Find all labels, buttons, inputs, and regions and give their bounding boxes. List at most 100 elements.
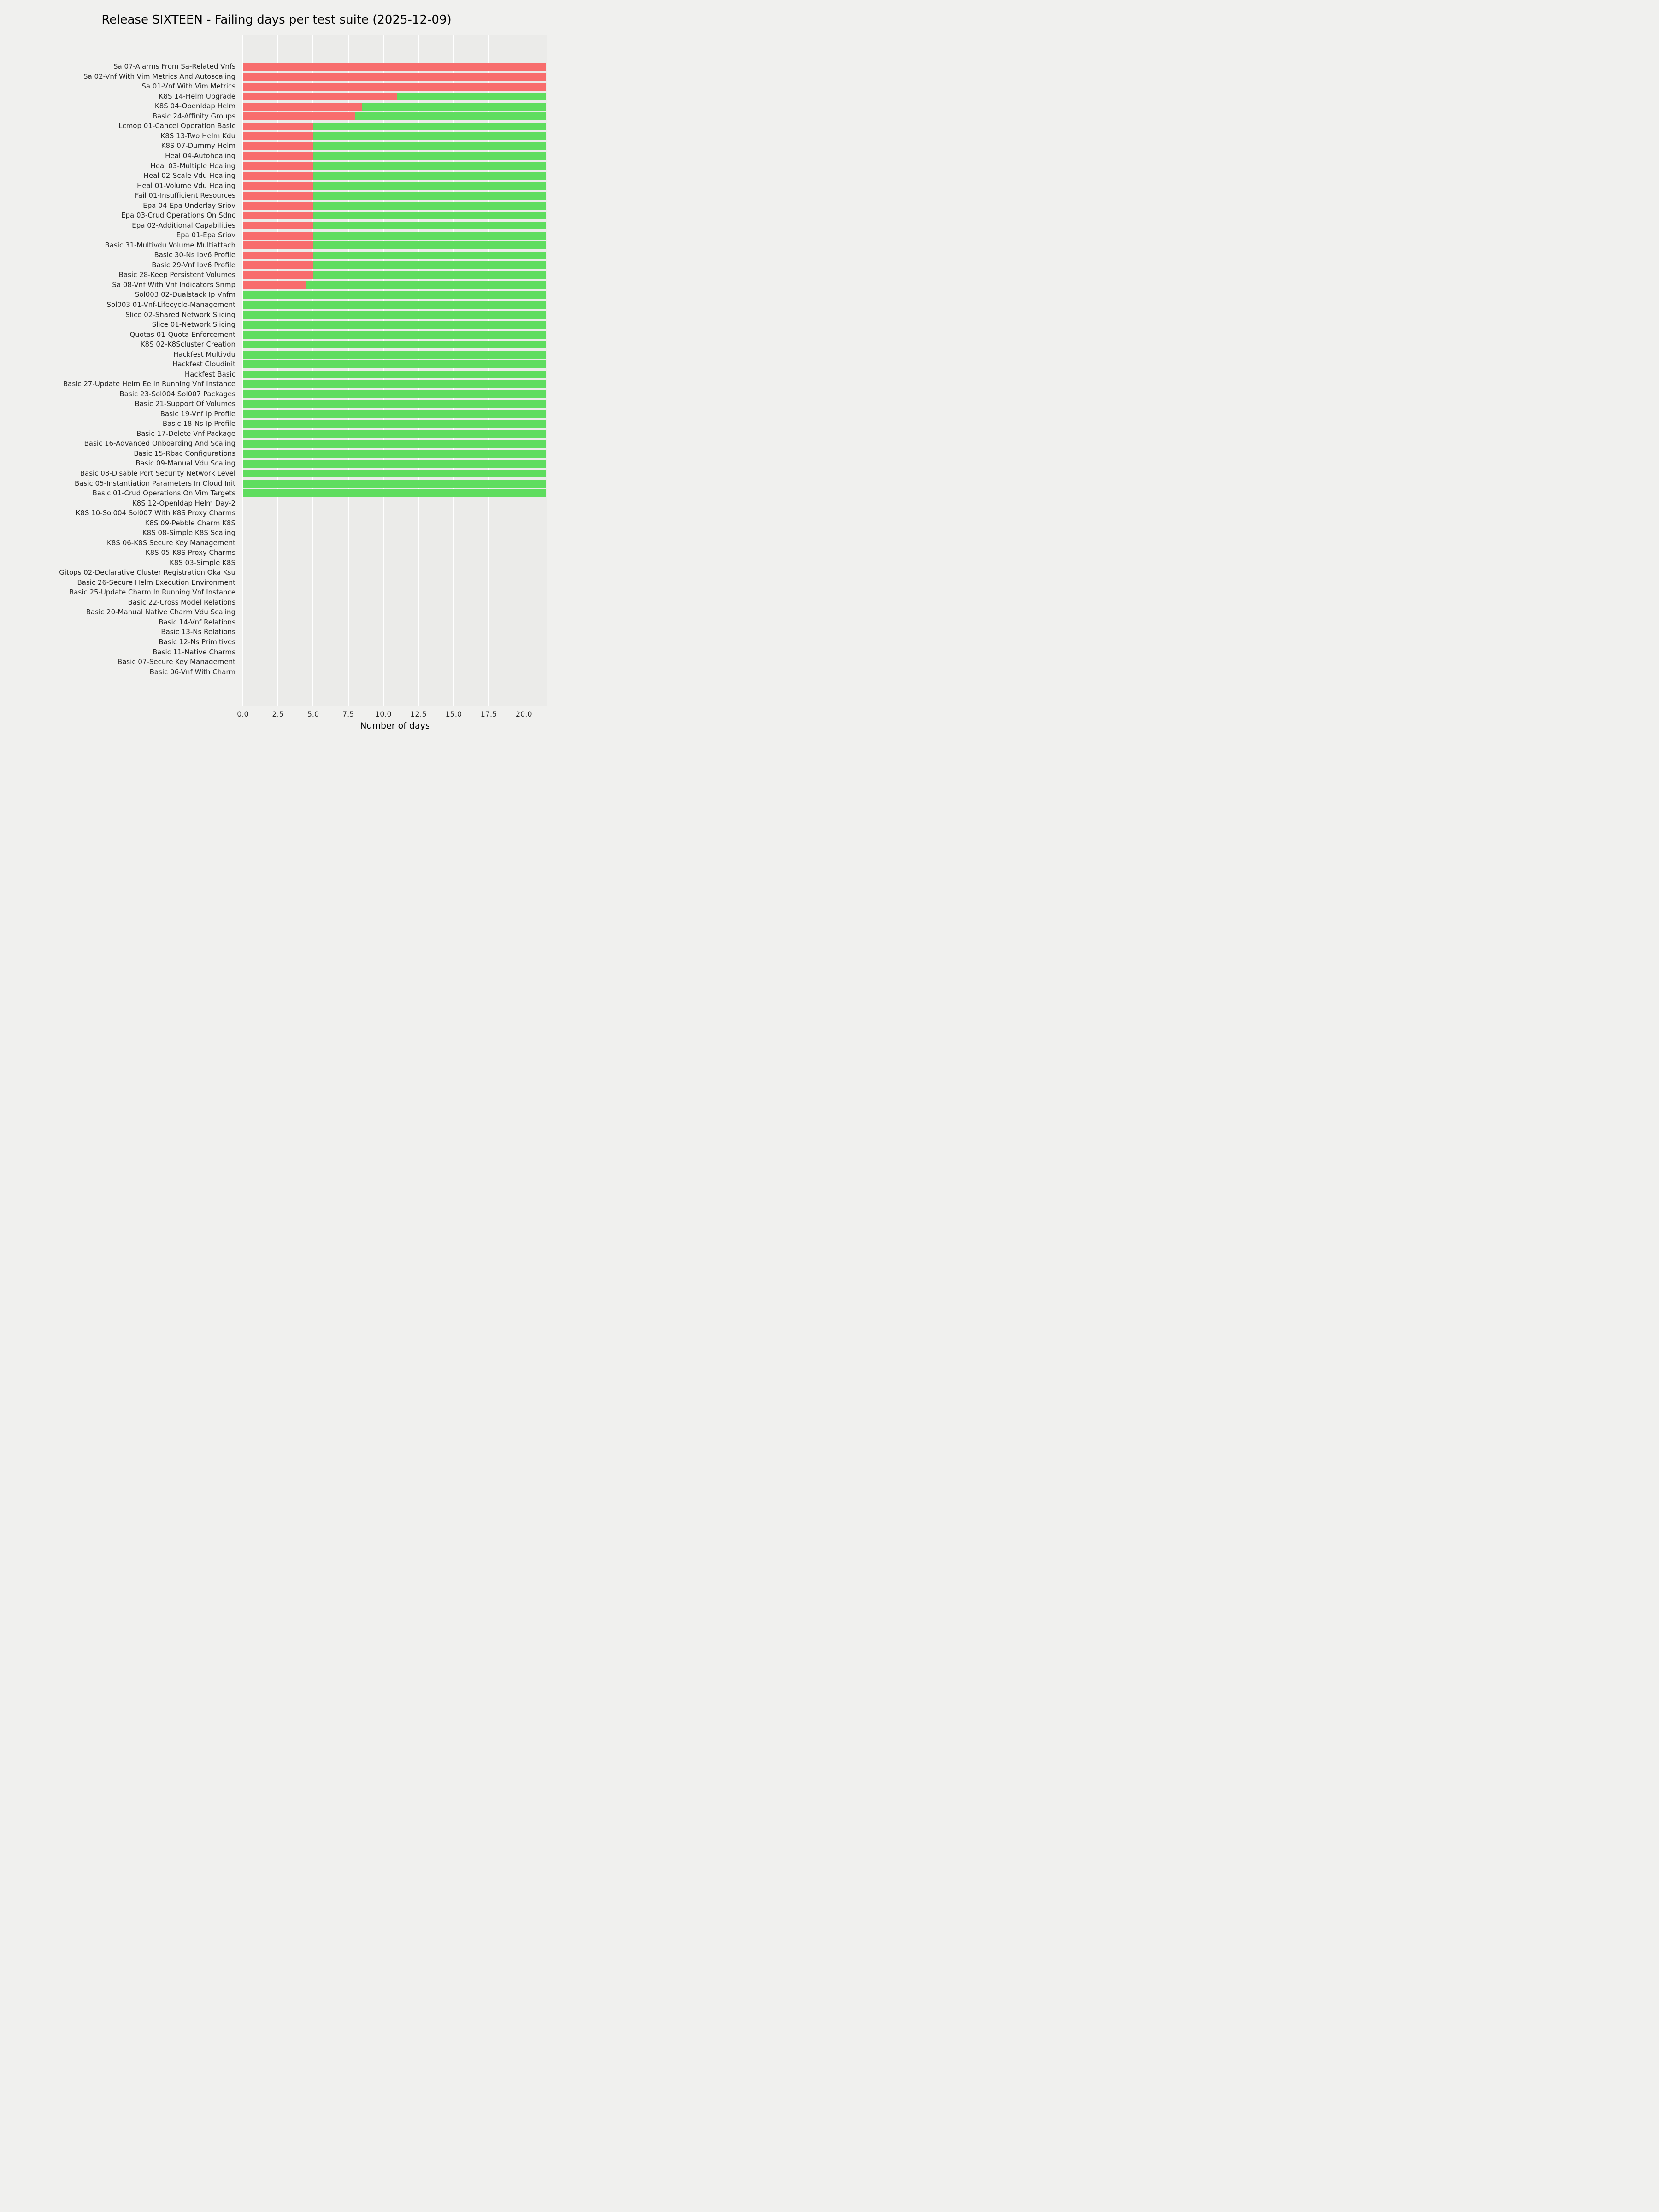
bar-row: [243, 82, 547, 91]
y-axis-label: K8S 03-Simple K8S: [169, 558, 235, 567]
y-axis-label: Basic 07-Secure Key Management: [117, 658, 235, 666]
y-axis-label: Sa 07-Alarms From Sa-Related Vnfs: [113, 62, 235, 71]
y-axis-label: Basic 31-Multivdu Volume Multiattach: [105, 241, 235, 249]
plot-area: [242, 35, 547, 706]
y-axis-label: Basic 19-Vnf Ip Profile: [160, 409, 235, 418]
x-axis-title: Number of days: [360, 721, 430, 731]
y-axis-label: Sol003 02-Dualstack Ip Vnfm: [135, 290, 235, 299]
y-axis: Sa 07-Alarms From Sa-Related Vnfs Sa 02-V…: [0, 35, 239, 706]
y-axis-label: K8S 09-Pebble Charm K8S: [145, 518, 235, 527]
y-axis-label: Epa 01-Epa Sriov: [176, 231, 235, 240]
x-tick-label: 12.5: [410, 710, 427, 718]
y-axis-label: Heal 02-Scale Vdu Healing: [143, 171, 235, 180]
y-axis-label: Sa 08-Vnf With Vnf Indicators Snmp: [112, 280, 235, 289]
passing-days-segment: [362, 102, 547, 111]
x-tick-label: 10.0: [375, 710, 392, 718]
passing-days-segment: [243, 291, 547, 299]
bar-row: [243, 93, 547, 101]
y-axis-label: Basic 28-Keep Persistent Volumes: [118, 271, 235, 279]
bar-row: [243, 301, 547, 309]
y-axis-label: Slice 02-Shared Network Slicing: [125, 310, 235, 319]
failing-days-segment: [243, 93, 398, 101]
failing-days-segment: [243, 271, 313, 279]
bar-row: [243, 132, 547, 141]
bar-row: [243, 400, 547, 408]
passing-days-segment: [243, 440, 547, 448]
y-axis-label: Basic 18-Ns Ip Profile: [162, 419, 235, 428]
y-axis-label: Basic 12-Ns Primitives: [159, 637, 235, 646]
bar-row: [243, 201, 547, 210]
failing-days-segment: [243, 132, 313, 141]
y-axis-label: K8S 10-Sol004 Sol007 With K8S Proxy Char…: [76, 509, 235, 518]
passing-days-segment: [313, 201, 547, 210]
y-axis-label: Basic 29-Vnf Ipv6 Profile: [152, 260, 235, 269]
bar-row: [243, 489, 547, 498]
y-axis-label: Quotas 01-Quota Enforcement: [129, 330, 235, 339]
bar-row: [243, 440, 547, 448]
bar-row: [243, 459, 547, 468]
bar-row: [243, 470, 547, 478]
bar-row: [243, 341, 547, 349]
bar-row: [243, 281, 547, 289]
bar-row: [243, 63, 547, 71]
y-axis-label: Epa 02-Additional Capabilities: [132, 221, 235, 229]
y-axis-label: Basic 26-Secure Helm Execution Environme…: [77, 578, 235, 587]
bar-row: [243, 152, 547, 160]
passing-days-segment: [313, 182, 547, 190]
failing-days-segment: [243, 142, 313, 150]
passing-days-segment: [313, 142, 547, 150]
y-axis-label: Sol003 01-Vnf-Lifecycle-Management: [106, 300, 235, 309]
y-axis-label: Sa 01-Vnf With Vim Metrics: [141, 82, 235, 91]
y-axis-label: Epa 03-Crud Operations On Sdnc: [121, 211, 235, 220]
failing-days-segment: [243, 172, 313, 180]
passing-days-segment: [313, 241, 547, 250]
y-axis-label: Sa 02-Vnf With Vim Metrics And Autoscali…: [83, 72, 235, 81]
passing-days-segment: [243, 311, 547, 319]
y-axis-label: Basic 23-Sol004 Sol007 Packages: [119, 389, 236, 398]
passing-days-segment: [243, 470, 547, 478]
y-axis-label: Basic 21-Support Of Volumes: [135, 400, 235, 408]
y-axis-label: Fail 01-Insufficient Resources: [135, 191, 235, 200]
passing-days-segment: [397, 93, 547, 101]
y-axis-label: K8S 06-K8S Secure Key Management: [107, 538, 235, 547]
y-axis-label: Epa 04-Epa Underlay Sriov: [143, 201, 235, 210]
passing-days-segment: [313, 261, 547, 270]
passing-days-segment: [243, 330, 547, 339]
failing-days-segment: [243, 73, 547, 81]
bar-row: [243, 112, 547, 121]
failing-days-segment: [243, 251, 313, 259]
figure: Release SIXTEEN - Failing days per test …: [0, 0, 553, 737]
bar-row: [243, 330, 547, 339]
passing-days-segment: [313, 132, 547, 141]
bar-row: [243, 73, 547, 81]
bar-row: [243, 420, 547, 428]
y-axis-label: Basic 09-Manual Vdu Scaling: [135, 459, 235, 468]
x-tick-label: 7.5: [342, 710, 354, 718]
y-axis-label: Basic 13-Ns Relations: [161, 628, 235, 636]
bar-row: [243, 390, 547, 398]
failing-days-segment: [243, 162, 313, 170]
passing-days-segment: [243, 420, 547, 428]
passing-days-segment: [355, 112, 547, 121]
bar-row: [243, 261, 547, 270]
bar-row: [243, 479, 547, 488]
y-axis-label: Heal 04-Autohealing: [165, 152, 235, 160]
passing-days-segment: [313, 162, 547, 170]
passing-days-segment: [313, 271, 547, 279]
passing-days-segment: [313, 122, 547, 130]
y-axis-label: Basic 30-Ns Ipv6 Profile: [154, 251, 235, 259]
y-axis-label: K8S 04-Openldap Helm: [154, 102, 235, 111]
y-axis-label: Basic 17-Delete Vnf Package: [136, 429, 235, 438]
bar-row: [243, 291, 547, 299]
passing-days-segment: [243, 360, 547, 369]
chart-title: Release SIXTEEN - Failing days per test …: [101, 13, 452, 27]
passing-days-segment: [243, 301, 547, 309]
bar-row: [243, 182, 547, 190]
failing-days-segment: [243, 241, 313, 250]
bar-row: [243, 172, 547, 180]
bar-row: [243, 311, 547, 319]
passing-days-segment: [243, 390, 547, 398]
failing-days-segment: [243, 152, 313, 160]
x-tick-label: 2.5: [272, 710, 284, 718]
bar-row: [243, 122, 547, 130]
